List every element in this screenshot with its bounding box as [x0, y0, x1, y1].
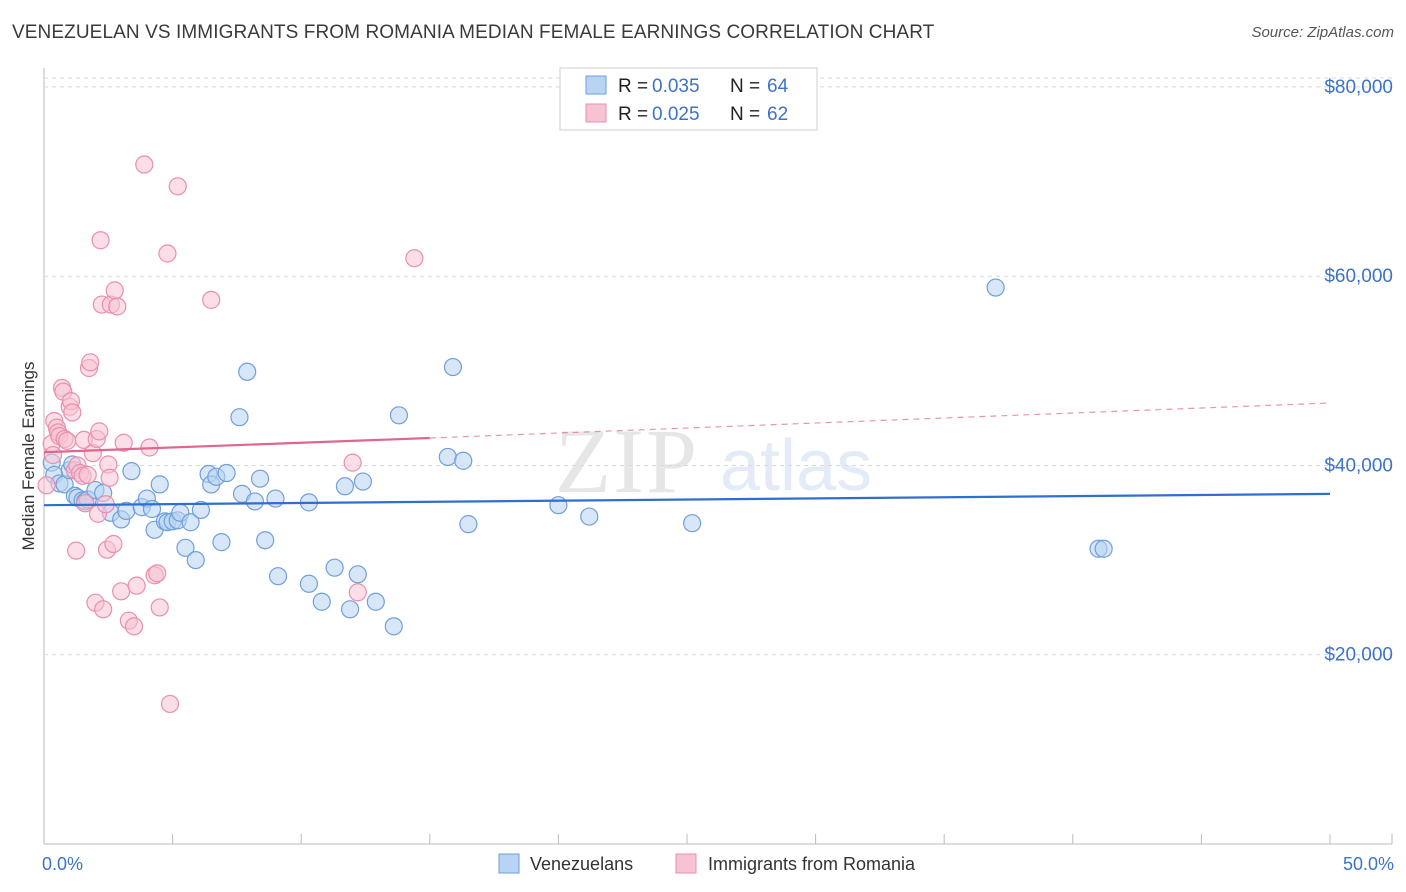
legend-r-label-1: R = — [618, 76, 648, 97]
point-venezuelans-53 — [384, 617, 403, 636]
watermark-zip: ZIP — [555, 410, 699, 512]
point-venezuelans-41 — [256, 531, 275, 550]
legend-top: R = 0.035 N = 64 R = 0.025 N = 62 — [559, 67, 818, 131]
point-venezuelans-19 — [142, 499, 162, 519]
point-romania-10 — [58, 431, 77, 450]
point-romania-37 — [104, 534, 123, 554]
point-venezuelans-16 — [122, 462, 141, 481]
point-venezuelans-48 — [335, 477, 355, 496]
point-venezuelans-49 — [340, 600, 360, 619]
point-romania-43 — [124, 617, 144, 636]
point-romania-0 — [37, 476, 56, 495]
y-tick-label-60000: $60,000 — [1324, 266, 1393, 287]
chart-title: VENEZUELAN VS IMMIGRANTS FROM ROMANIA ME… — [12, 22, 935, 43]
point-venezuelans-54 — [389, 406, 409, 425]
point-romania-35 — [100, 468, 119, 487]
point-romania-41 — [114, 433, 133, 452]
point-romania-21 — [78, 465, 97, 485]
point-romania-48 — [148, 564, 167, 583]
point-venezuelans-28 — [181, 513, 200, 532]
trendline-romania-extension — [429, 402, 1331, 439]
point-venezuelans-38 — [238, 362, 257, 381]
legend-bottom-label-venezuelans: Venezuelans — [530, 854, 633, 874]
point-venezuelans-61 — [683, 514, 702, 533]
point-romania-55 — [348, 583, 367, 602]
point-romania-28 — [90, 422, 109, 441]
point-venezuelans-47 — [325, 558, 344, 577]
point-romania-45 — [135, 155, 154, 174]
point-venezuelans-50 — [348, 565, 367, 584]
point-romania-39 — [108, 297, 127, 316]
point-romania-20 — [76, 494, 95, 513]
point-romania-52 — [168, 177, 187, 196]
legend-n-label-1: N = — [730, 76, 760, 97]
point-romania-49 — [150, 598, 169, 617]
point-venezuelans-64 — [1094, 539, 1113, 558]
legend-n-label-2: N = — [730, 104, 760, 125]
point-venezuelans-45 — [299, 574, 319, 593]
point-venezuelans-62 — [986, 278, 1005, 297]
point-romania-15 — [67, 541, 86, 560]
legend-r-label-2: R = — [618, 104, 648, 125]
point-venezuelans-42 — [266, 489, 285, 508]
point-romania-51 — [160, 694, 180, 714]
watermark-atlas: atlas — [720, 426, 872, 506]
point-romania-29 — [91, 231, 110, 250]
legend-bottom-swatch-venezuelans — [498, 853, 520, 874]
legend-r-value-1: 0.035 — [652, 76, 700, 97]
legend-swatch-venezuelans — [585, 75, 607, 95]
point-venezuelans-51 — [353, 472, 373, 491]
point-venezuelans-30 — [191, 500, 210, 520]
trendline-venezuelans — [43, 492, 1331, 507]
legend-r-value-2: 0.025 — [652, 104, 700, 125]
point-romania-13 — [63, 403, 82, 422]
legend-bottom-label-romania: Immigrants from Romania — [708, 854, 916, 874]
point-venezuelans-27 — [176, 538, 195, 557]
x-tick-label-max: 50.0% — [1343, 854, 1394, 874]
point-romania-40 — [112, 582, 131, 601]
point-romania-23 — [81, 353, 100, 372]
point-venezuelans-56 — [443, 357, 463, 377]
point-romania-53 — [202, 290, 221, 309]
point-romania-54 — [343, 453, 362, 472]
y-axis-label: Median Female Earnings — [19, 362, 38, 551]
legend-n-value-1: 64 — [767, 76, 789, 97]
point-romania-31 — [94, 600, 113, 619]
source-label: Source: ZipAtlas.com — [1251, 24, 1394, 41]
point-venezuelans-43 — [268, 567, 288, 586]
legend-bottom-swatch-romania — [675, 853, 697, 874]
point-romania-38 — [105, 281, 124, 300]
point-venezuelans-40 — [250, 469, 270, 488]
point-venezuelans-58 — [459, 515, 478, 534]
y-tick-label-40000: $40,000 — [1324, 455, 1393, 476]
point-venezuelans-35 — [217, 463, 236, 483]
x-tick-label-min: 0.0% — [42, 854, 83, 874]
legend-bottom: Venezuelans Immigrants from Romania — [498, 853, 916, 874]
legend-swatch-romania — [585, 103, 607, 123]
point-venezuelans-59 — [549, 496, 568, 515]
legend-n-value-2: 62 — [767, 104, 788, 125]
point-romania-56 — [405, 249, 424, 268]
point-venezuelans-39 — [245, 492, 265, 511]
point-romania-2 — [43, 445, 63, 465]
y-tick-label-80000: $80,000 — [1324, 77, 1393, 98]
trendline-romania — [43, 436, 430, 454]
point-venezuelans-34 — [212, 533, 231, 552]
point-venezuelans-60 — [580, 507, 599, 526]
point-venezuelans-36 — [230, 408, 249, 427]
point-venezuelans-52 — [366, 592, 385, 611]
point-venezuelans-55 — [438, 447, 457, 467]
y-tick-label-20000: $20,000 — [1324, 645, 1393, 666]
point-venezuelans-29 — [186, 550, 205, 570]
point-venezuelans-21 — [150, 475, 169, 494]
point-venezuelans-46 — [312, 592, 331, 611]
point-romania-50 — [158, 244, 177, 263]
point-romania-44 — [127, 576, 146, 595]
point-venezuelans-57 — [454, 451, 473, 470]
